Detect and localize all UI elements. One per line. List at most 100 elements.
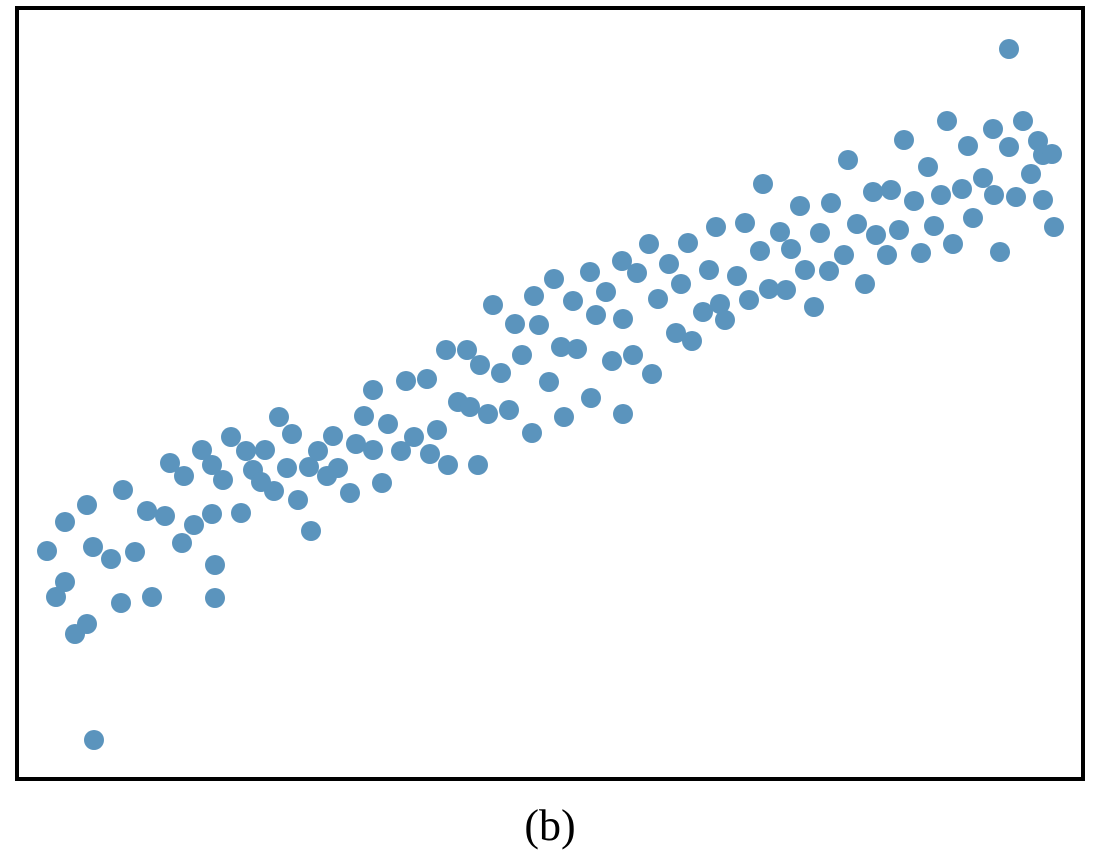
scatter-point <box>499 400 519 420</box>
scatter-point <box>990 242 1010 262</box>
scatter-point <box>529 315 549 335</box>
scatter-point <box>522 423 542 443</box>
scatter-point <box>863 182 883 202</box>
scatter-point <box>1006 187 1026 207</box>
scatter-point <box>264 481 284 501</box>
scatter-point <box>213 470 233 490</box>
scatter-point <box>699 260 719 280</box>
scatter-point <box>1042 144 1062 164</box>
scatter-point <box>586 305 606 325</box>
scatter-point <box>101 549 121 569</box>
scatter-point <box>753 174 773 194</box>
scatter-point <box>671 274 691 294</box>
scatter-point <box>894 130 914 150</box>
scatter-point <box>512 345 532 365</box>
scatter-point <box>539 372 559 392</box>
scatter-point <box>404 427 424 447</box>
scatter-point <box>937 111 957 131</box>
scatter-point <box>236 441 256 461</box>
scatter-point <box>184 515 204 535</box>
scatter-point <box>781 239 801 259</box>
scatter-point <box>277 458 297 478</box>
scatter-point <box>77 495 97 515</box>
scatter-point <box>776 280 796 300</box>
scatter-point <box>999 137 1019 157</box>
scatter-point <box>554 407 574 427</box>
scatter-point <box>125 542 145 562</box>
scatter-point <box>834 245 854 265</box>
scatter-point <box>55 512 75 532</box>
scatter-point <box>821 193 841 213</box>
scatter-point <box>963 208 983 228</box>
scatter-point <box>866 225 886 245</box>
scatter-point <box>613 309 633 329</box>
scatter-point <box>282 424 302 444</box>
scatter-point <box>838 150 858 170</box>
scatter-point <box>202 504 222 524</box>
scatter-point <box>984 185 1004 205</box>
scatter-point <box>596 282 616 302</box>
scatter-point <box>308 441 328 461</box>
scatter-point <box>735 213 755 233</box>
scatter-point <box>174 466 194 486</box>
scatter-point <box>505 314 525 334</box>
scatter-point <box>727 266 747 286</box>
scatter-point <box>715 310 735 330</box>
scatter-point <box>623 345 643 365</box>
scatter-point <box>639 234 659 254</box>
scatter-point <box>931 185 951 205</box>
scatter-point <box>659 254 679 274</box>
scatter-point <box>328 458 348 478</box>
scatter-point <box>301 521 321 541</box>
scatter-point <box>563 291 583 311</box>
scatter-point <box>111 593 131 613</box>
scatter-point <box>137 501 157 521</box>
scatter-point <box>924 216 944 236</box>
scatter-point <box>544 269 564 289</box>
scatter-point <box>172 533 192 553</box>
scatter-point <box>378 414 398 434</box>
scatter-point <box>427 420 447 440</box>
scatter-point <box>904 191 924 211</box>
scatter-plot-frame <box>15 6 1085 781</box>
scatter-point <box>468 455 488 475</box>
scatter-point <box>795 260 815 280</box>
scatter-point <box>1021 164 1041 184</box>
scatter-point <box>84 730 104 750</box>
scatter-point <box>678 233 698 253</box>
scatter-point <box>37 541 57 561</box>
scatter-point <box>847 214 867 234</box>
scatter-point <box>113 480 133 500</box>
scatter-point <box>372 473 392 493</box>
scatter-point <box>567 339 587 359</box>
scatter-point <box>231 503 251 523</box>
scatter-point <box>819 261 839 281</box>
scatter-point <box>438 455 458 475</box>
scatter-point <box>483 295 503 315</box>
scatter-point <box>1033 190 1053 210</box>
scatter-point <box>142 587 162 607</box>
scatter-point <box>810 223 830 243</box>
scatter-point <box>602 351 622 371</box>
scatter-point <box>205 555 225 575</box>
scatter-point <box>55 572 75 592</box>
scatter-point <box>804 297 824 317</box>
scatter-point <box>396 371 416 391</box>
scatter-point <box>478 404 498 424</box>
scatter-point <box>354 406 374 426</box>
scatter-point <box>581 388 601 408</box>
scatter-point <box>613 404 633 424</box>
scatter-point <box>877 245 897 265</box>
scatter-point <box>580 262 600 282</box>
scatter-point <box>83 537 103 557</box>
scatter-point <box>642 364 662 384</box>
scatter-point <box>436 340 456 360</box>
scatter-point <box>417 369 437 389</box>
scatter-point <box>682 331 702 351</box>
scatter-point <box>524 286 544 306</box>
scatter-point <box>943 234 963 254</box>
scatter-point <box>999 39 1019 59</box>
scatter-point <box>952 179 972 199</box>
scatter-point <box>255 440 275 460</box>
scatter-point <box>77 614 97 634</box>
